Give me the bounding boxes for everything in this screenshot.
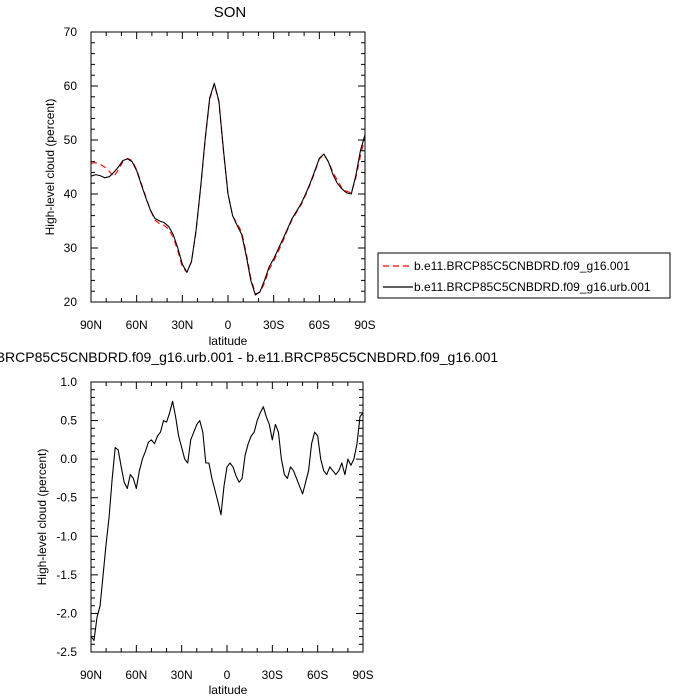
x-tick-label: 90N [80, 668, 102, 682]
bottom-chart: b.e11.BRCP85C5CNBDRD.f09_g16.urb.001 - b… [0, 349, 498, 697]
y-tick-label: -1.5 [56, 568, 77, 582]
y-tick-label: 30 [64, 241, 78, 255]
y-tick-label: -2.0 [56, 606, 77, 620]
x-tick-label: 30N [171, 318, 193, 332]
y-tick-label: 70 [64, 25, 78, 39]
top-chart-title: SON [214, 4, 247, 21]
x-tick-label: 0 [224, 668, 231, 682]
series-line-2 [90, 82, 366, 296]
top-chart-ylabel: High-level cloud (percent) [43, 99, 57, 236]
y-tick-label: 0.5 [60, 414, 77, 428]
bottom-chart-ylabel: High-level cloud (percent) [35, 449, 49, 586]
x-tick-label: 30N [171, 668, 193, 682]
top-chart-legend: b.e11.BRCP85C5CNBDRD.f09_g16.001 b.e11.B… [377, 252, 671, 299]
x-tick-label: 0 [225, 318, 232, 332]
x-tick-label: 60S [309, 318, 330, 332]
y-tick-label: 20 [64, 295, 78, 309]
y-tick-label: -1.0 [56, 529, 77, 543]
bottom-chart-xlabel: latitude [209, 683, 248, 697]
top-chart-xlabel: latitude [209, 334, 248, 348]
top-chart: SON 20 30 40 50 60 70 90N 60N 30N 0 30S 60S 90S lati… [43, 4, 671, 348]
y-tick-label: 50 [64, 133, 78, 147]
legend-label-1: b.e11.BRCP85C5CNBDRD.f09_g16.001 [414, 259, 630, 273]
legend-label-2: b.e11.BRCP85C5CNBDRD.f09_g16.urb.001 [414, 280, 651, 294]
y-tick-label: 60 [64, 79, 78, 93]
y-tick-label: -2.5 [56, 645, 77, 659]
bottom-chart-frame [90, 381, 364, 653]
y-tick-label: 0.0 [60, 452, 77, 466]
y-tick-label: 1.0 [60, 375, 77, 389]
x-tick-label: 90N [80, 318, 102, 332]
x-tick-label: 90S [352, 668, 373, 682]
x-tick-label: 60N [125, 668, 147, 682]
top-chart-frame [90, 31, 366, 303]
y-tick-label: -0.5 [56, 491, 77, 505]
y-tick-label: 40 [64, 187, 78, 201]
series-line-1 [90, 400, 364, 641]
x-tick-label: 30S [263, 318, 284, 332]
bottom-chart-title: b.e11.BRCP85C5CNBDRD.f09_g16.urb.001 - b… [0, 349, 498, 365]
x-tick-label: 30S [262, 668, 283, 682]
x-tick-label: 90S [354, 318, 375, 332]
x-tick-label: 60N [126, 318, 148, 332]
legend-box [377, 252, 671, 299]
x-tick-label: 60S [307, 668, 328, 682]
